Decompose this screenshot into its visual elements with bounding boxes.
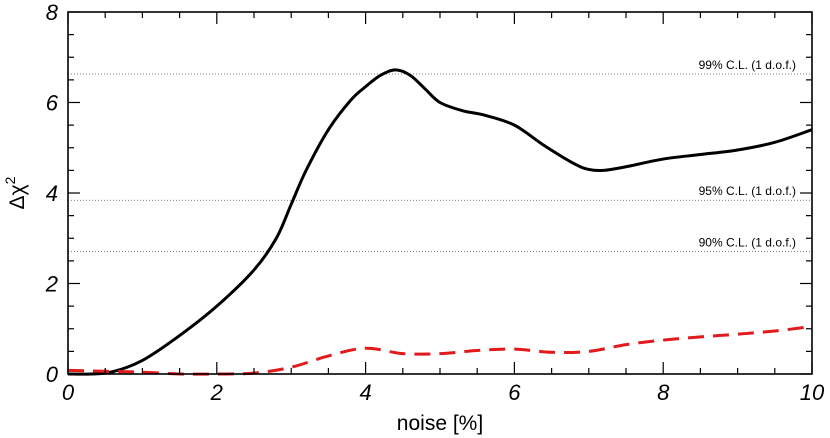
reference-line-label-1: 95% C.L. (1 d.o.f.) xyxy=(699,184,796,198)
reference-line-label-0: 99% C.L. (1 d.o.f.) xyxy=(699,58,796,72)
series-layer xyxy=(67,68,813,376)
x-tick-label: 4 xyxy=(359,380,371,405)
reference-line-label-2: 90% C.L. (1 d.o.f.) xyxy=(699,235,796,249)
axis-ticks xyxy=(67,11,813,375)
y-tick-label: 8 xyxy=(46,0,59,25)
y-tick-label: 0 xyxy=(46,362,59,387)
y-axis-title-base: Δχ xyxy=(6,184,29,209)
reference-lines: 99% C.L. (1 d.o.f.) 95% C.L. (1 d.o.f.) 90… xyxy=(68,58,812,252)
y-axis-title-superscript: 2 xyxy=(2,176,18,184)
y-tick-label: 2 xyxy=(45,272,58,297)
series-line-0 xyxy=(67,68,813,376)
x-tick-label: 0 xyxy=(62,380,75,405)
y-tick-label: 6 xyxy=(46,91,59,116)
y-axis-title: Δχ2 xyxy=(2,176,29,209)
x-axis-title: noise [%] xyxy=(397,412,483,435)
tick-labels: 0 2 4 6 8 10 0 2 4 6 8 xyxy=(45,0,825,405)
x-tick-label: 10 xyxy=(800,380,825,405)
x-tick-label: 2 xyxy=(210,380,223,405)
x-tick-label: 8 xyxy=(657,380,670,405)
y-tick-label: 4 xyxy=(46,181,58,206)
series-line-1 xyxy=(67,325,813,376)
x-tick-label: 6 xyxy=(508,380,521,405)
